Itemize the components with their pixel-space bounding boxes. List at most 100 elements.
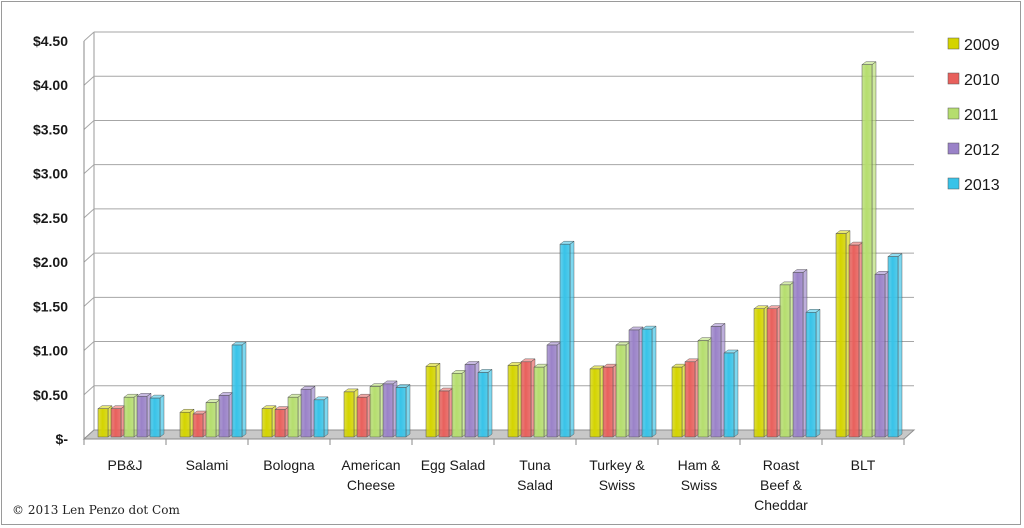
bar bbox=[274, 406, 290, 438]
y-tick-label: $1.50 bbox=[33, 298, 68, 314]
bar bbox=[231, 341, 247, 438]
bar bbox=[723, 349, 739, 438]
y-tick-label: $2.50 bbox=[33, 210, 68, 226]
gridline-depth bbox=[83, 385, 95, 396]
x-tick-label: Egg Salad bbox=[421, 457, 486, 473]
legend-label: 2013 bbox=[964, 177, 1000, 194]
bar bbox=[520, 358, 536, 438]
bar bbox=[110, 405, 126, 438]
bar bbox=[261, 405, 277, 438]
x-tick-label: BLT bbox=[851, 457, 876, 473]
bar bbox=[559, 240, 575, 438]
legend-item: 2011 bbox=[947, 107, 999, 124]
y-tick-label: $1.00 bbox=[33, 343, 68, 359]
bar bbox=[451, 369, 467, 438]
x-axis: PB&J Salami Bologna American Cheese Egg Salad… bbox=[83, 438, 905, 513]
bar bbox=[874, 270, 890, 438]
legend-item: 2012 bbox=[947, 142, 1000, 159]
bar bbox=[287, 393, 303, 438]
legend-label: 2011 bbox=[964, 107, 999, 124]
bar bbox=[464, 361, 480, 438]
bar bbox=[438, 387, 454, 438]
legend-swatch bbox=[947, 177, 960, 190]
bar bbox=[136, 392, 152, 438]
bar bbox=[792, 269, 808, 438]
legend-item: 2013 bbox=[947, 177, 1000, 194]
y-tick-label: $- bbox=[56, 431, 69, 447]
y-tick-label: $4.00 bbox=[33, 77, 68, 93]
bar bbox=[805, 308, 821, 438]
x-tick-label: Ham & Swiss bbox=[678, 457, 721, 493]
bar bbox=[589, 365, 605, 438]
bar bbox=[97, 405, 113, 438]
bar bbox=[887, 253, 903, 438]
bar bbox=[671, 363, 687, 438]
gridline-depth bbox=[83, 341, 95, 351]
gridline-depth bbox=[83, 31, 95, 42]
bar bbox=[628, 326, 644, 438]
bar bbox=[615, 341, 631, 438]
bar bbox=[641, 325, 657, 438]
x-tick-label: Salami bbox=[186, 457, 229, 473]
y-tick-label: $0.50 bbox=[33, 387, 68, 403]
gridline-depth bbox=[83, 296, 95, 307]
bars bbox=[97, 61, 903, 438]
bar bbox=[343, 388, 359, 438]
legend-label: 2012 bbox=[964, 142, 1000, 159]
legend-item: 2010 bbox=[947, 72, 1000, 89]
legend-swatch bbox=[947, 107, 960, 120]
bar bbox=[848, 241, 864, 438]
bar bbox=[123, 393, 139, 438]
bar bbox=[766, 305, 782, 438]
bar bbox=[382, 380, 398, 438]
y-tick-label: $3.00 bbox=[33, 166, 68, 182]
bar bbox=[697, 337, 713, 438]
gridline-depth bbox=[83, 208, 95, 219]
bar bbox=[425, 362, 441, 438]
legend-label: 2009 bbox=[964, 37, 1000, 54]
bar bbox=[369, 383, 385, 438]
bar bbox=[779, 281, 795, 438]
bar bbox=[546, 341, 562, 438]
bar bbox=[507, 361, 523, 438]
y-axis: $- $0.50 $1.00 $1.50 $2.00 $2.50 $3.00 $3.50 $4.… bbox=[33, 33, 85, 447]
bar bbox=[192, 410, 208, 438]
legend-swatch bbox=[947, 142, 960, 155]
gridline-depth bbox=[83, 252, 95, 263]
bar bbox=[356, 393, 372, 438]
bar bbox=[533, 363, 549, 438]
bar bbox=[313, 396, 329, 438]
bar bbox=[218, 392, 234, 438]
bar bbox=[753, 305, 769, 438]
legend-swatch bbox=[947, 37, 960, 50]
gridline-depth bbox=[83, 120, 95, 130]
bar bbox=[205, 399, 221, 438]
y-tick-label: $4.50 bbox=[33, 33, 68, 49]
bar bbox=[300, 385, 316, 438]
bar bbox=[477, 369, 493, 438]
x-tick-label: Bologna bbox=[263, 457, 315, 473]
x-tick-label: Turkey & Swiss bbox=[589, 457, 645, 493]
copyright-notice: © 2013 Len Penzo dot Com bbox=[12, 503, 180, 517]
bar bbox=[835, 230, 851, 438]
gridline-depth bbox=[83, 75, 95, 86]
bar bbox=[710, 323, 726, 438]
legend-label: 2010 bbox=[964, 72, 1000, 89]
gridline-depth bbox=[83, 164, 95, 175]
bar bbox=[149, 394, 165, 438]
bar bbox=[861, 61, 877, 438]
y-tick-label: $2.00 bbox=[33, 254, 68, 270]
legend-item: 2009 bbox=[947, 37, 1000, 54]
bar bbox=[684, 358, 700, 438]
y-tick-label: $3.50 bbox=[33, 121, 68, 137]
bar bbox=[179, 408, 195, 438]
x-tick-label: American Cheese bbox=[341, 457, 400, 493]
x-tick-label: PB&J bbox=[107, 457, 142, 473]
legend-swatch bbox=[947, 72, 960, 85]
legend: 2009 2010 2011 2012 2013 bbox=[947, 37, 1000, 194]
x-tick-label: Roast Beef & Cheddar bbox=[754, 457, 808, 513]
bar bbox=[395, 384, 411, 438]
bar bbox=[602, 363, 618, 438]
